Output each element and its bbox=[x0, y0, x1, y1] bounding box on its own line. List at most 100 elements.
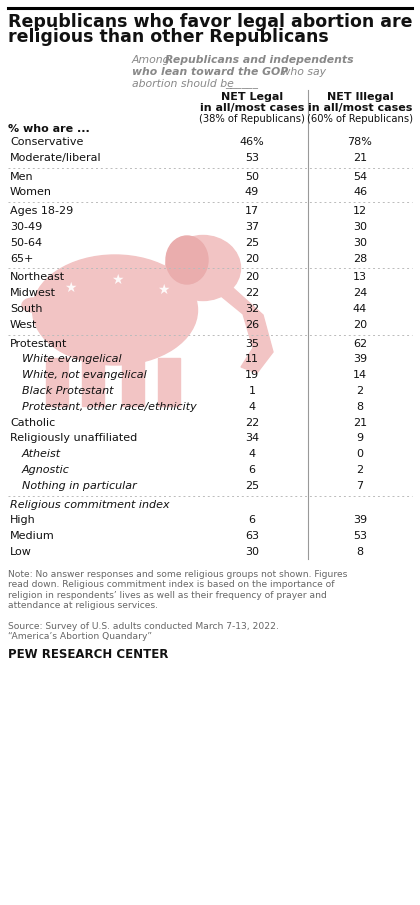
Text: Ages 18-29: Ages 18-29 bbox=[10, 206, 73, 216]
Text: Atheist: Atheist bbox=[22, 449, 61, 459]
Text: 2: 2 bbox=[357, 386, 364, 396]
Text: ★: ★ bbox=[111, 273, 123, 287]
Text: 21: 21 bbox=[353, 153, 367, 163]
Text: 4: 4 bbox=[249, 449, 255, 459]
Text: White evangelical: White evangelical bbox=[22, 355, 122, 365]
Text: 20: 20 bbox=[245, 272, 259, 282]
Ellipse shape bbox=[32, 255, 197, 365]
Text: South: South bbox=[10, 304, 42, 314]
Text: 28: 28 bbox=[353, 253, 367, 263]
Text: % who are ...: % who are ... bbox=[8, 124, 90, 134]
Text: NET Legal: NET Legal bbox=[221, 92, 283, 102]
Text: 14: 14 bbox=[353, 370, 367, 380]
Text: 19: 19 bbox=[245, 370, 259, 380]
Text: Religiously unaffiliated: Religiously unaffiliated bbox=[10, 433, 137, 443]
Text: 8: 8 bbox=[357, 547, 364, 557]
Text: 13: 13 bbox=[353, 272, 367, 282]
Text: 21: 21 bbox=[353, 417, 367, 427]
Text: Note: No answer responses and some religious groups not shown. Figures
read down: Note: No answer responses and some relig… bbox=[8, 570, 347, 610]
Text: 78%: 78% bbox=[348, 137, 373, 147]
Text: Low: Low bbox=[10, 547, 32, 557]
Text: 53: 53 bbox=[353, 531, 367, 541]
Ellipse shape bbox=[166, 236, 208, 284]
Text: Republicans and independents: Republicans and independents bbox=[165, 55, 354, 65]
Text: Religious commitment index: Religious commitment index bbox=[10, 500, 170, 510]
Text: who lean toward the GOP: who lean toward the GOP bbox=[132, 67, 288, 77]
Text: 12: 12 bbox=[353, 206, 367, 216]
Text: 39: 39 bbox=[353, 516, 367, 526]
Text: 39: 39 bbox=[353, 355, 367, 365]
Text: 25: 25 bbox=[245, 238, 259, 248]
Text: (38% of Republicans): (38% of Republicans) bbox=[199, 114, 305, 124]
Text: 62: 62 bbox=[353, 338, 367, 348]
Text: West: West bbox=[10, 319, 37, 329]
Text: High: High bbox=[10, 516, 36, 526]
Text: ★: ★ bbox=[157, 283, 169, 297]
Text: Medium: Medium bbox=[10, 531, 55, 541]
Text: 0: 0 bbox=[357, 449, 363, 459]
Text: 54: 54 bbox=[353, 172, 367, 182]
Text: Source: Survey of U.S. adults conducted March 7-13, 2022.: Source: Survey of U.S. adults conducted … bbox=[8, 622, 279, 631]
Polygon shape bbox=[221, 288, 273, 373]
Text: Among: Among bbox=[132, 55, 174, 65]
Text: 24: 24 bbox=[353, 288, 367, 299]
Bar bbox=[82, 358, 104, 406]
Text: Conservative: Conservative bbox=[10, 137, 84, 147]
Text: Protestant: Protestant bbox=[10, 338, 67, 348]
Text: 65+: 65+ bbox=[10, 253, 33, 263]
Text: ______: ______ bbox=[225, 79, 258, 89]
Text: 9: 9 bbox=[357, 433, 364, 443]
Text: 22: 22 bbox=[245, 288, 259, 299]
Text: 8: 8 bbox=[357, 402, 364, 412]
Text: 37: 37 bbox=[245, 222, 259, 232]
Text: Republicans who favor legal abortion are much less: Republicans who favor legal abortion are… bbox=[8, 13, 420, 31]
Text: Protestant, other race/ethnicity: Protestant, other race/ethnicity bbox=[22, 402, 197, 412]
Text: 20: 20 bbox=[353, 319, 367, 329]
Text: 46%: 46% bbox=[240, 137, 264, 147]
Text: (60% of Republicans): (60% of Republicans) bbox=[307, 114, 413, 124]
Bar bbox=[122, 358, 144, 406]
Text: ★: ★ bbox=[64, 281, 76, 295]
Text: 11: 11 bbox=[245, 355, 259, 365]
Text: 20: 20 bbox=[245, 253, 259, 263]
Text: 30-49: 30-49 bbox=[10, 222, 42, 232]
Text: 32: 32 bbox=[245, 304, 259, 314]
Text: Midwest: Midwest bbox=[10, 288, 56, 299]
Text: 30: 30 bbox=[353, 238, 367, 248]
Text: 49: 49 bbox=[245, 187, 259, 197]
Text: “America’s Abortion Quandary”: “America’s Abortion Quandary” bbox=[8, 632, 152, 641]
Text: Catholic: Catholic bbox=[10, 417, 55, 427]
Text: Moderate/liberal: Moderate/liberal bbox=[10, 153, 102, 163]
Text: PEW RESEARCH CENTER: PEW RESEARCH CENTER bbox=[8, 648, 168, 661]
Text: in all/most cases: in all/most cases bbox=[200, 103, 304, 113]
Text: 6: 6 bbox=[249, 465, 255, 475]
Text: 4: 4 bbox=[249, 402, 255, 412]
Text: 46: 46 bbox=[353, 187, 367, 197]
Text: abortion should be: abortion should be bbox=[132, 79, 237, 89]
Text: Men: Men bbox=[10, 172, 34, 182]
Text: Black Protestant: Black Protestant bbox=[22, 386, 113, 396]
Text: 17: 17 bbox=[245, 206, 259, 216]
Text: 30: 30 bbox=[245, 547, 259, 557]
Text: 35: 35 bbox=[245, 338, 259, 348]
Text: 7: 7 bbox=[357, 481, 364, 491]
Text: Nothing in particular: Nothing in particular bbox=[22, 481, 137, 491]
Text: 25: 25 bbox=[245, 481, 259, 491]
Text: 34: 34 bbox=[245, 433, 259, 443]
Text: 22: 22 bbox=[245, 417, 259, 427]
Text: 30: 30 bbox=[353, 222, 367, 232]
Bar bbox=[46, 358, 68, 406]
Text: 44: 44 bbox=[353, 304, 367, 314]
Text: White, not evangelical: White, not evangelical bbox=[22, 370, 147, 380]
Text: Agnostic: Agnostic bbox=[22, 465, 70, 475]
Text: religious than other Republicans: religious than other Republicans bbox=[8, 28, 329, 46]
Text: Northeast: Northeast bbox=[10, 272, 65, 282]
Text: 2: 2 bbox=[357, 465, 364, 475]
Text: 50: 50 bbox=[245, 172, 259, 182]
Text: 1: 1 bbox=[249, 386, 255, 396]
Text: 53: 53 bbox=[245, 153, 259, 163]
Text: NET Illegal: NET Illegal bbox=[327, 92, 393, 102]
Text: 26: 26 bbox=[245, 319, 259, 329]
Ellipse shape bbox=[165, 235, 241, 300]
Text: 63: 63 bbox=[245, 531, 259, 541]
